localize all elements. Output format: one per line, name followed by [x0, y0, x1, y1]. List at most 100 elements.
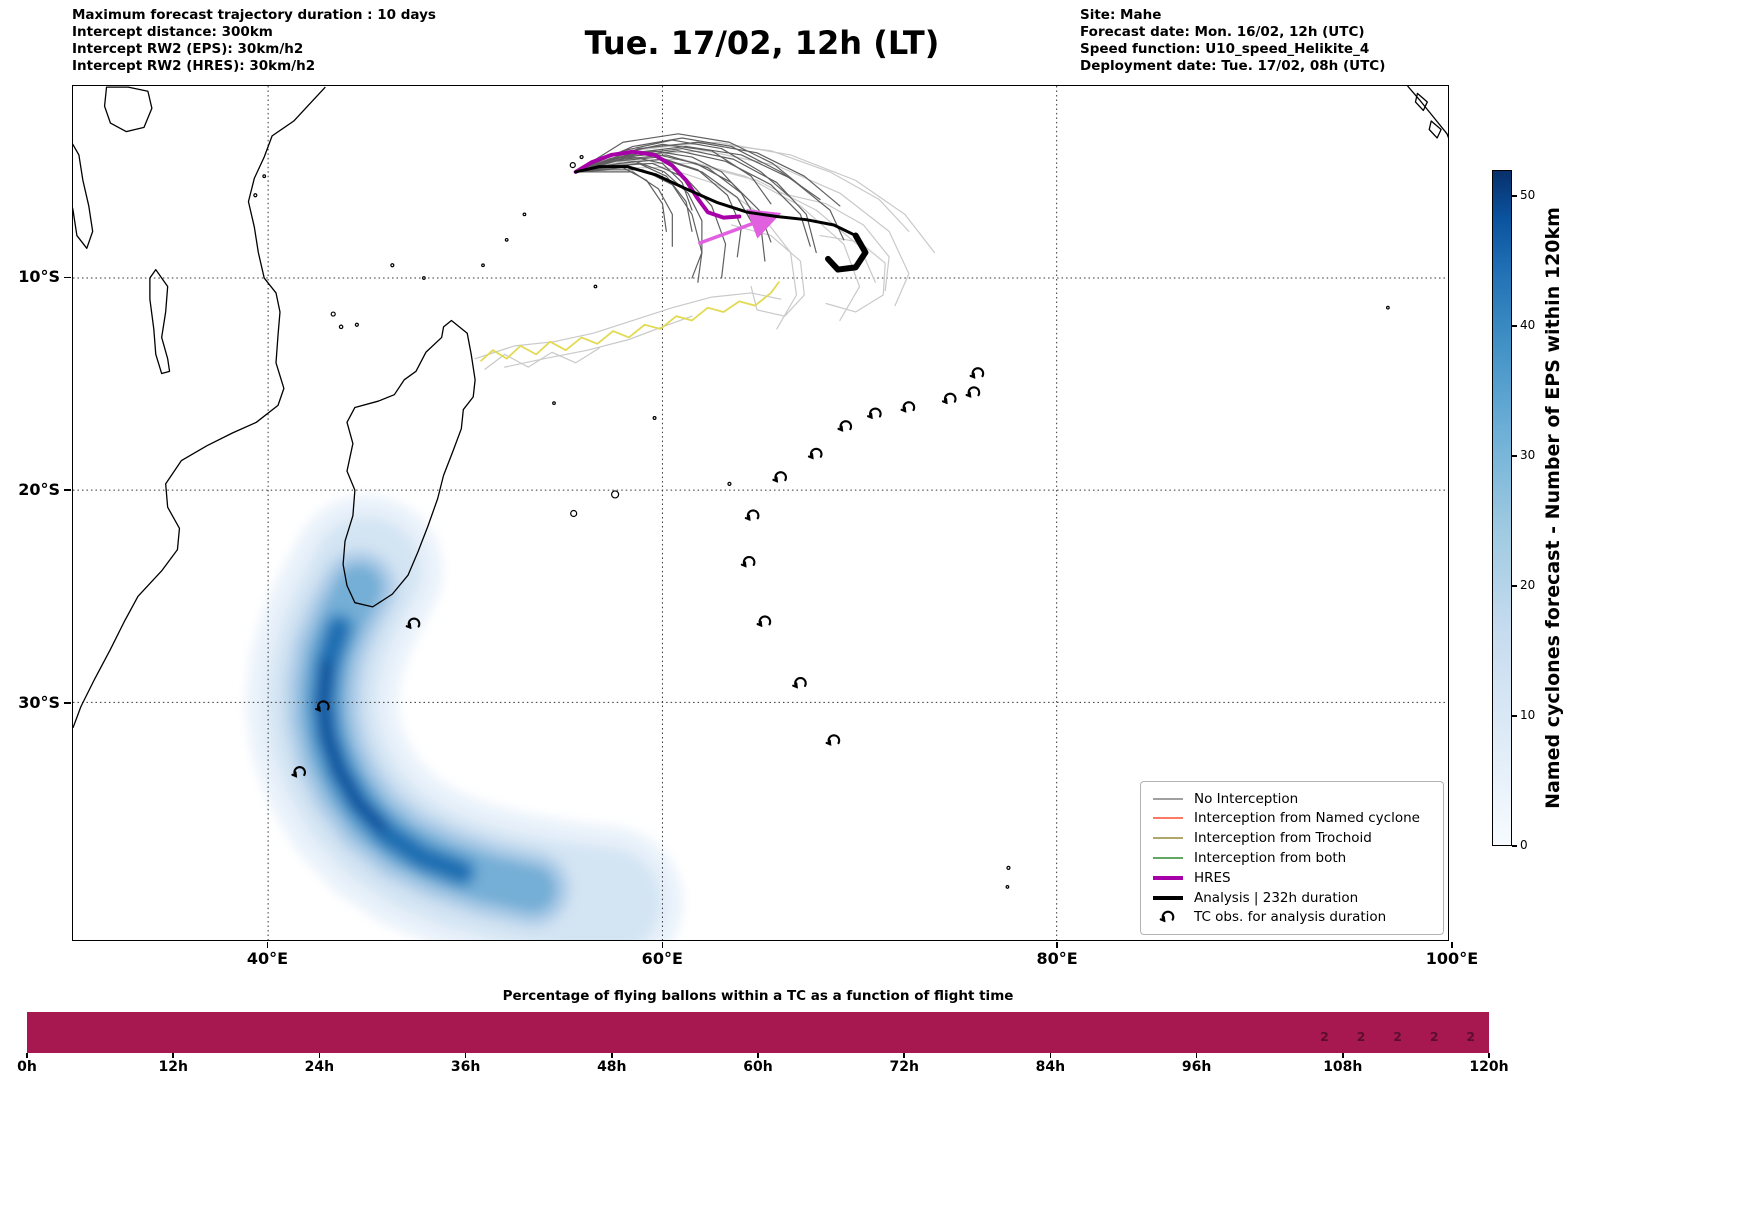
island-dot — [504, 237, 509, 242]
legend-line-swatch — [1153, 817, 1183, 820]
hres-direction-arrow — [698, 209, 782, 245]
colorbar-tick-mark — [1512, 715, 1517, 717]
island-dot — [1005, 885, 1010, 889]
tc-obs-arc — [407, 617, 421, 629]
tc-obs-symbol — [772, 471, 788, 483]
map-legend: No Interception Interception from Named c… — [1140, 781, 1444, 935]
tc-obs-symbol — [837, 420, 853, 432]
bottom-bar: 2 2 2 2 2 — [27, 1012, 1489, 1053]
bottom-axis-tick-label: 96h — [1181, 1059, 1212, 1075]
bottom-axis-tick-label: 48h — [597, 1059, 627, 1075]
tc-obs-arrowhead — [825, 739, 832, 746]
tc-obs-arc — [868, 407, 882, 419]
tc-obs-symbol — [740, 555, 756, 568]
trajectory-ensemble-light — [484, 347, 600, 370]
tc-obs-arrowhead — [1159, 916, 1166, 923]
header-line-deployment-date: Deployment date: Tue. 17/02, 08h (UTC) — [1080, 58, 1386, 74]
tc-obs-arc — [967, 386, 981, 398]
tc-obs-symbol — [744, 509, 760, 522]
bottom-axis-tick-mark — [172, 1053, 174, 1058]
bottom-axis-tick-mark — [1342, 1053, 1344, 1058]
header-line-intercept-distance: Intercept distance: 300km — [72, 24, 273, 40]
tc-obs-arc — [742, 555, 756, 568]
tc-obs-symbol — [405, 617, 421, 630]
trajectory-no-interception — [575, 141, 841, 207]
legend-label: Analysis | 232h duration — [1194, 889, 1359, 906]
tc-obs-arc — [746, 509, 760, 521]
island-dot — [421, 276, 426, 280]
x-axis-tick-label: 40°E — [246, 949, 289, 968]
bottom-axis-tick-label: 60h — [743, 1059, 773, 1075]
trajectory-no-interception — [575, 160, 703, 279]
tc-obs-symbol — [1159, 911, 1175, 923]
colorbar-tick-mark — [1512, 195, 1517, 197]
bottom-axis-tick-label: 0h — [17, 1059, 37, 1075]
tc-obs-arrowhead — [900, 406, 907, 413]
island-dot — [552, 401, 556, 406]
tc-obs-symbol — [900, 401, 916, 413]
tc-obs-arc — [794, 676, 807, 689]
tc-obs-arrowhead — [405, 622, 412, 630]
x-axis-tick-mark — [266, 942, 269, 948]
tc-obs-symbol — [792, 676, 807, 689]
trajectory-ensemble-light — [780, 192, 890, 292]
tc-obs-arc — [1161, 911, 1175, 923]
header-right-block: Site: Mahe Forecast date: Mon. 16/02, 12… — [1080, 7, 1385, 75]
coastline-madagascar — [342, 319, 476, 608]
island-dot — [330, 311, 336, 317]
trajectory-ensemble-light — [575, 158, 861, 322]
colorbar — [1492, 170, 1512, 846]
tc-obs-arc — [316, 700, 330, 712]
bottom-axis-tick-label: 12h — [158, 1059, 188, 1075]
legend-label: No Interception — [1194, 790, 1299, 807]
tc-obs-symbol — [941, 392, 957, 405]
legend-line-swatch — [1153, 857, 1183, 859]
density-field — [246, 496, 683, 940]
tc-obs-arc — [293, 766, 307, 778]
island-dot — [390, 263, 395, 268]
tc-obs-symbol — [965, 386, 981, 398]
legend-line-swatch — [1153, 895, 1183, 900]
tc-obs-arc — [809, 447, 823, 459]
bottom-axis-tick-mark — [1488, 1053, 1490, 1058]
trajectories — [474, 133, 936, 370]
bar-annotation: 2 — [1356, 1029, 1366, 1044]
legend-line-swatch — [1153, 837, 1183, 839]
trajectory-ensemble-light — [474, 292, 782, 360]
trajectory-no-interception — [575, 133, 805, 190]
coastline-lake-tanganyika — [73, 143, 94, 249]
bottom-axis-tick-label: 84h — [1035, 1059, 1066, 1075]
header-left-block: Maximum forecast trajectory duration : 1… — [72, 7, 436, 75]
tc-obs-legend-icon — [1159, 911, 1175, 923]
legend-item: HRES — [1151, 868, 1433, 887]
island-dot — [354, 322, 359, 327]
x-axis-tick-mark — [1451, 942, 1453, 948]
coastlines — [73, 86, 1448, 889]
tc-obs-arrowhead — [772, 476, 779, 483]
tc-obs-arc — [758, 615, 772, 627]
y-axis-tick-label: 10°S — [18, 267, 60, 287]
tc-obs-symbol — [314, 700, 330, 712]
bar-annotation: 2 — [1393, 1029, 1402, 1044]
legend-item: No Interception — [1151, 789, 1433, 808]
colorbar-tick-label: 30 — [1520, 448, 1536, 462]
tc-obs-arrowhead — [941, 397, 948, 405]
coastline-sumatra-coast — [1407, 86, 1448, 139]
colorbar-tick-label: 40 — [1520, 318, 1536, 332]
trajectory-no-interception — [575, 162, 727, 279]
bottom-axis-tick-mark — [464, 1053, 467, 1058]
page-title: Tue. 17/02, 12h (LT) — [584, 24, 940, 62]
tc-obs-symbol — [807, 447, 823, 460]
trajectory-analysis-thick-tail — [825, 232, 869, 273]
legend-label: HRES — [1194, 869, 1231, 886]
tc-obs-arc — [839, 420, 853, 432]
bottom-axis-tick-label: 120h — [1469, 1059, 1509, 1075]
island-dot — [611, 490, 620, 499]
island-dot — [1385, 305, 1390, 310]
bottom-axis-tick-label: 108h — [1323, 1059, 1363, 1075]
tc-obs-arrowhead — [837, 425, 844, 432]
tc-obs-symbol — [866, 407, 882, 420]
tc-obs-arc — [902, 401, 916, 413]
tc-obs-arrowhead — [969, 372, 976, 379]
tc-obs-arc — [971, 367, 985, 379]
